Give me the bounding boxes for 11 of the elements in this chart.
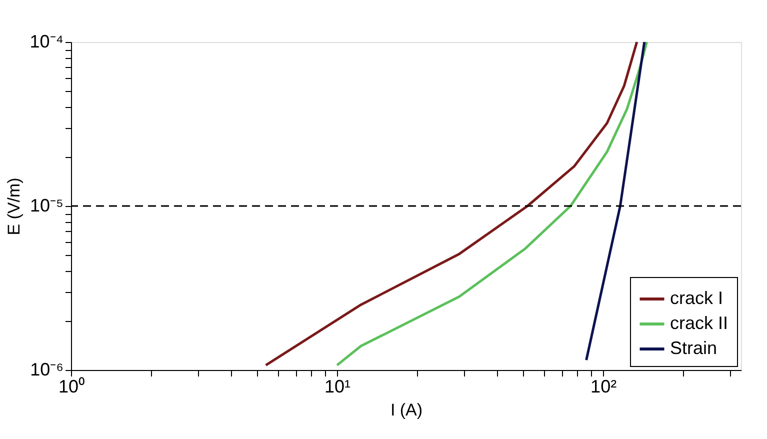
legend-label: crack I [670, 288, 724, 308]
y-tick-label: 10⁻⁵ [30, 196, 64, 216]
y-axis-title: E (V/m) [4, 178, 24, 236]
x-axis-title: I (A) [390, 400, 423, 420]
x-tick-label: 10¹ [324, 376, 351, 396]
y-tick-label: 10⁻⁶ [30, 360, 64, 380]
x-tick-label: 10² [590, 376, 617, 396]
legend-label: crack II [670, 313, 728, 333]
y-tick-label: 10⁻⁴ [30, 32, 64, 52]
x-tick-label: 10⁰ [58, 376, 85, 396]
legend-label: Strain [670, 338, 718, 358]
